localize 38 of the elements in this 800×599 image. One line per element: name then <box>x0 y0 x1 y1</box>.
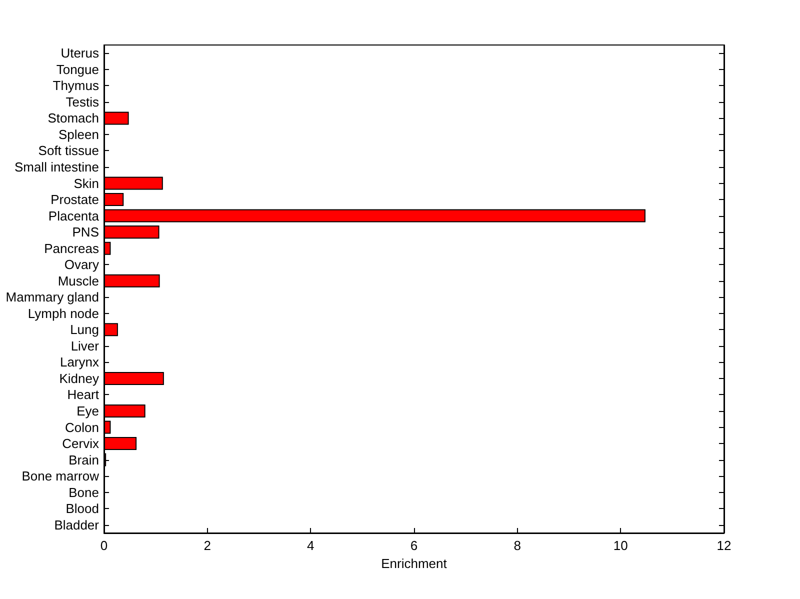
y-tick-label: Pancreas <box>44 240 100 256</box>
x-tick-label: 10 <box>613 538 628 553</box>
y-tick-label: Skin <box>74 176 99 191</box>
x-tick-label: 2 <box>204 538 211 553</box>
x-tick-label: 4 <box>307 538 314 553</box>
y-tick-label: Ovary <box>64 257 100 272</box>
y-tick-label: Prostate <box>50 192 99 208</box>
y-tick-label: Lung <box>70 322 99 338</box>
x-tick-label: 0 <box>100 538 108 553</box>
y-tick-label: PNS <box>72 224 100 240</box>
x-tick-label: 8 <box>514 538 521 553</box>
y-tick-label: Bone marrow <box>22 468 100 484</box>
y-tick-label: Muscle <box>58 273 99 288</box>
y-tick-label: Liver <box>70 338 100 354</box>
y-tick-label: Lymph node <box>28 306 99 321</box>
y-tick-label: Small intestine <box>14 160 99 174</box>
x-tick-label: 12 <box>716 538 732 553</box>
y-tick-label: Larynx <box>60 354 100 370</box>
y-tick-label: Cervix <box>62 436 100 452</box>
y-tick-label: Mammary gland <box>6 290 99 305</box>
y-tick-label: Brain <box>68 452 99 468</box>
y-tick-label: Thymus <box>52 78 100 94</box>
x-tick-label: 6 <box>410 538 418 553</box>
y-tick-label: Bone <box>68 484 99 500</box>
y-tick-label: Placenta <box>48 208 100 224</box>
y-tick-label: Soft tissue <box>38 143 99 158</box>
y-tick-label: Tongue <box>56 62 99 77</box>
y-tick-label: Blood <box>66 501 99 516</box>
y-tick-label: Colon <box>65 420 99 435</box>
y-tick-label: Stomach <box>48 110 99 126</box>
x-axis-title: Enrichment <box>381 556 448 571</box>
y-tick-label: Bladder <box>54 517 100 532</box>
y-tick-label: Testis <box>66 94 100 110</box>
y-tick-label: Eye <box>76 404 99 418</box>
y-tick-label: Uterus <box>60 46 100 61</box>
y-tick-label: Heart <box>67 387 100 402</box>
y-tick-label: Kidney <box>59 370 100 386</box>
y-tick-label: Spleen <box>58 126 99 142</box>
